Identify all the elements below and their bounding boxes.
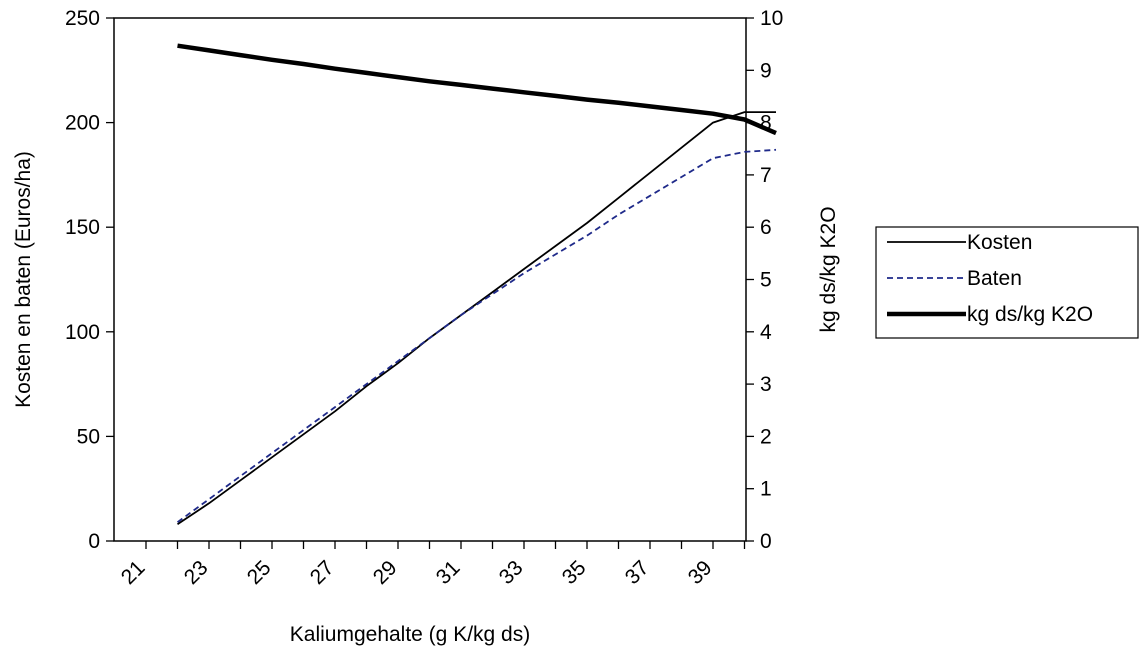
legend-box xyxy=(875,226,1139,339)
y-right-tick-label: 1 xyxy=(760,478,772,501)
legend-label-2: Baten xyxy=(967,267,1022,290)
plot-area xyxy=(113,17,747,542)
y-right-tick-label: 10 xyxy=(760,7,783,30)
y-left-tick-label: 250 xyxy=(65,7,100,30)
y-axis-right-title: kg ds/kg K2O xyxy=(817,206,840,332)
y-right-tick-label: 8 xyxy=(760,112,772,135)
x-tick-label: 29 xyxy=(369,556,402,589)
y-left-tick-label: 200 xyxy=(65,112,100,135)
x-tick-label: 25 xyxy=(243,556,276,589)
x-tick-label: 33 xyxy=(495,556,528,589)
series-line-3 xyxy=(177,43,777,136)
y-right-tick-label: 9 xyxy=(760,59,772,82)
series-group xyxy=(176,43,777,526)
x-tick-label: 31 xyxy=(432,556,465,589)
x-axis-title: Kaliumgehalte (g K/kg ds) xyxy=(290,623,530,646)
y-axis-left-title: Kosten en baten (Euros/ha) xyxy=(12,151,35,408)
x-tick-label: 21 xyxy=(117,556,150,589)
y-right-tick-label: 0 xyxy=(760,530,772,553)
legend-label-1: Kosten xyxy=(967,231,1032,254)
x-tick-label: 27 xyxy=(306,556,339,589)
y-left-tick-label: 150 xyxy=(65,216,100,239)
y-right-tick-label: 6 xyxy=(760,216,772,239)
x-tick-label: 39 xyxy=(684,556,717,589)
y-right-tick-label: 3 xyxy=(760,373,772,396)
y-right-tick-label: 7 xyxy=(760,164,772,187)
y-right-tick-label: 4 xyxy=(760,321,772,344)
y-right-tick-label: 5 xyxy=(760,269,772,292)
y-left-tick-label: 100 xyxy=(65,321,100,344)
y-left-tick-label: 50 xyxy=(77,425,100,448)
x-tick-label: 23 xyxy=(180,556,213,589)
y-left-tick-label: 0 xyxy=(88,530,100,553)
series-line-2 xyxy=(176,148,777,523)
x-tick-label: 35 xyxy=(558,556,591,589)
legend-label-3: kg ds/kg K2O xyxy=(967,303,1093,326)
x-tick-label: 37 xyxy=(621,556,654,589)
y-right-tick-label: 2 xyxy=(760,425,772,448)
legend: Kosten Baten kg ds/kg K2O xyxy=(875,226,1139,339)
